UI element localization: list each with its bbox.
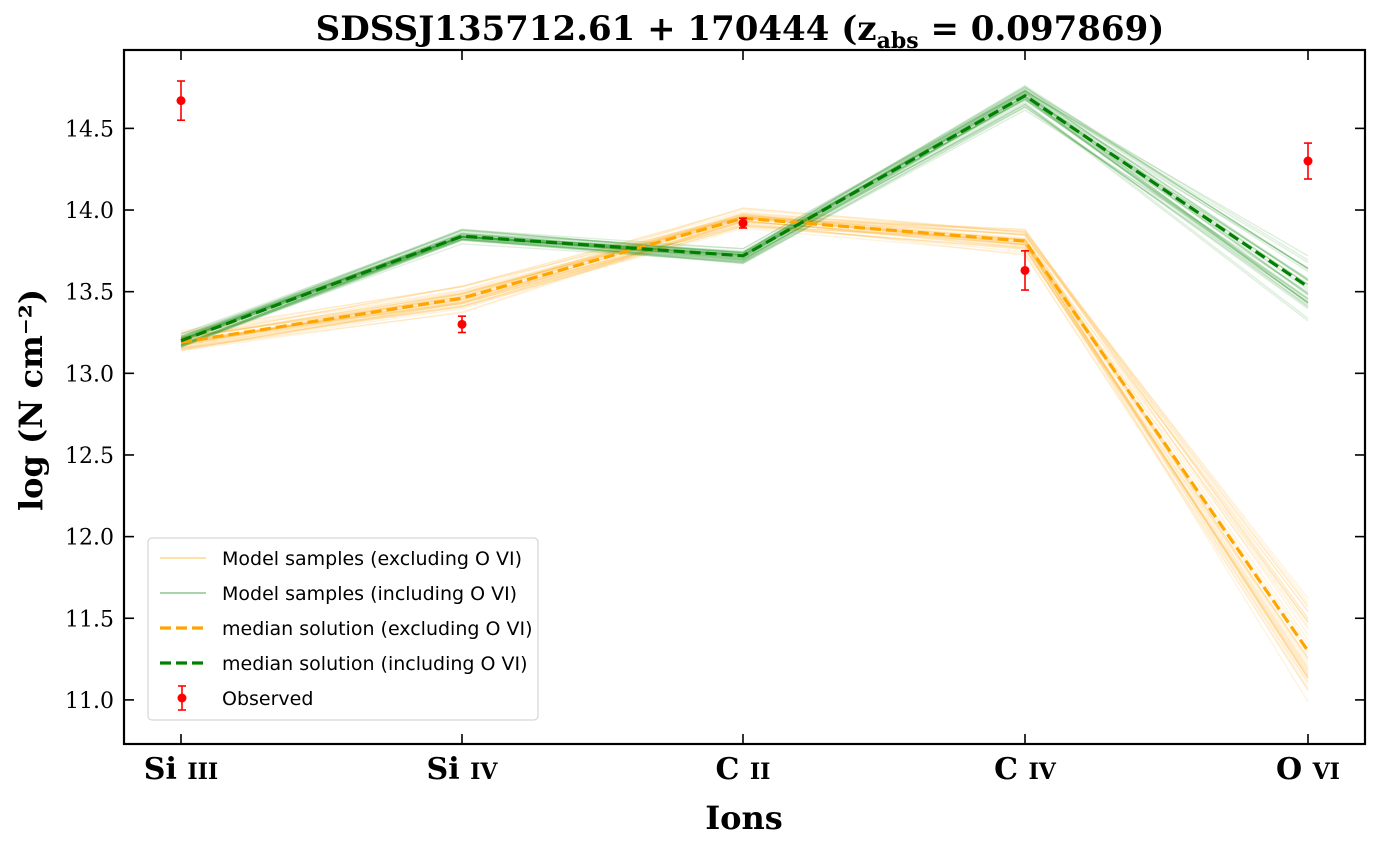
x-tick-element: O: [1276, 752, 1313, 787]
model-sample-line: [180, 214, 1309, 635]
x-tick-label: C IV: [994, 752, 1057, 787]
x-tick-element: C: [994, 752, 1028, 787]
model-sample-line: [180, 212, 1309, 608]
x-tick-ion: IV: [470, 759, 498, 785]
model-sample-line: [180, 207, 1309, 604]
model-sample-line: [180, 95, 1309, 341]
observed-point: [738, 218, 748, 228]
x-axis-ticks: Si III Si IV C II C IV O VI: [144, 50, 1340, 787]
y-tick-label: 11.0: [65, 689, 114, 714]
x-tick-label: C II: [716, 752, 771, 787]
observed-point: [1020, 265, 1030, 275]
model-sample-line: [180, 213, 1309, 679]
x-tick-label: O VI: [1276, 752, 1340, 787]
observed-point: [1303, 156, 1313, 166]
observed-point: [457, 319, 467, 329]
y-tick-label: 13.5: [65, 281, 114, 306]
x-tick-ion: II: [750, 759, 771, 785]
model-sample-line: [180, 208, 1309, 623]
model-sample-line: [180, 88, 1309, 339]
model-sample-line: [180, 94, 1309, 335]
y-tick-label: 14.5: [65, 117, 114, 142]
chart-title-main: SDSSJ135712.61 + 170444 (z: [316, 9, 877, 49]
legend-label: median solution (including O VI): [222, 653, 528, 675]
x-tick-element: Si: [427, 752, 471, 787]
model-sample-line: [180, 214, 1309, 627]
x-tick-ion: VI: [1312, 759, 1340, 785]
model-sample-line: [180, 96, 1309, 348]
model-sample-line: [180, 214, 1309, 607]
chart-title: SDSSJ135712.61 + 170444 (zabs = 0.097869…: [316, 9, 1165, 54]
x-tick-label: Si IV: [427, 752, 499, 787]
x-tick-element: Si: [144, 752, 188, 787]
observed-point: [176, 96, 186, 106]
model-sample-line: [180, 99, 1309, 348]
legend-label: Observed: [222, 688, 313, 710]
model-sample-line: [180, 84, 1309, 335]
y-tick-label: 12.5: [65, 444, 114, 469]
plot-frame: [122, 48, 1367, 746]
observed-points: [176, 80, 1313, 334]
y-axis-ticks: 11.0 11.5 12.0 12.5 13.0 13.5 14.0 14.5: [65, 117, 1365, 714]
model-sample-line: [180, 85, 1309, 337]
legend-label: Model samples (including O VI): [222, 583, 517, 605]
x-tick-ion: IV: [1028, 759, 1056, 785]
legend-swatch-point: [177, 693, 187, 703]
legend: Model samples (excluding O VI) Model samp…: [147, 537, 539, 721]
model-sample-line: [180, 106, 1309, 346]
legend-label: Model samples (excluding O VI): [222, 548, 522, 570]
x-tick-label: Si III: [144, 752, 218, 787]
model-sample-line: [180, 86, 1309, 340]
model-sample-line: [180, 103, 1309, 347]
y-axis-label: log (N cm⁻²): [12, 289, 50, 511]
legend-label: median solution (excluding O VI): [222, 618, 532, 640]
model-sample-line: [180, 92, 1309, 344]
legend-box: [147, 537, 539, 721]
x-tick-element: C: [716, 752, 750, 787]
x-axis-label: Ions: [705, 799, 783, 837]
chart-title-tail: = 0.097869): [919, 9, 1165, 49]
model-sample-line: [180, 96, 1309, 346]
model-sample-line: [180, 101, 1309, 348]
model-sample-line: [180, 90, 1309, 339]
y-tick-label: 14.0: [65, 199, 114, 224]
y-tick-label: 11.5: [65, 607, 114, 632]
model-sample-line: [180, 103, 1309, 346]
model-sample-line: [180, 105, 1309, 342]
y-tick-label: 13.0: [65, 362, 114, 387]
x-tick-ion: III: [187, 759, 218, 785]
model-sample-line: [180, 211, 1309, 600]
median-solution-line: [180, 93, 1309, 343]
model-sample-line: [180, 109, 1309, 349]
model-sample-line: [180, 207, 1309, 613]
y-tick-label: 12.0: [65, 526, 114, 551]
